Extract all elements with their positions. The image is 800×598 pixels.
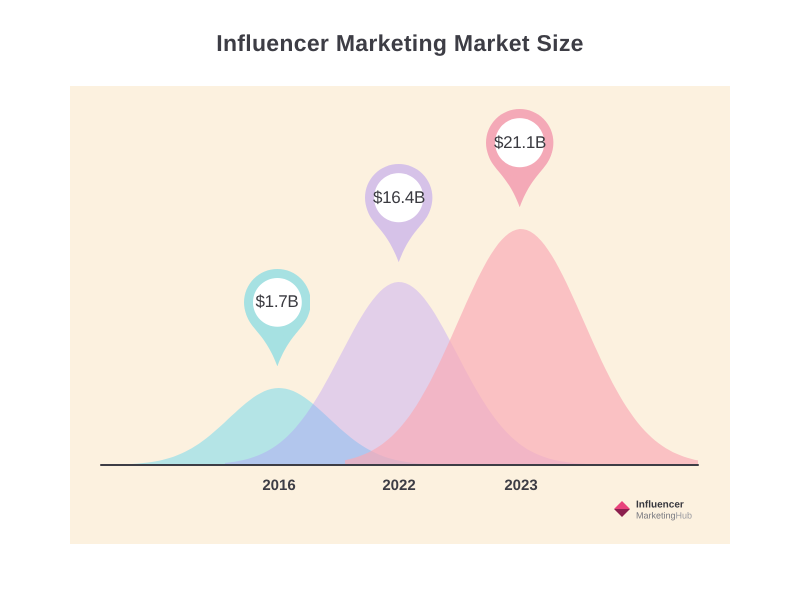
svg-text:Influencer: Influencer (636, 500, 684, 511)
svg-text:MarketingHub: MarketingHub (636, 511, 692, 521)
